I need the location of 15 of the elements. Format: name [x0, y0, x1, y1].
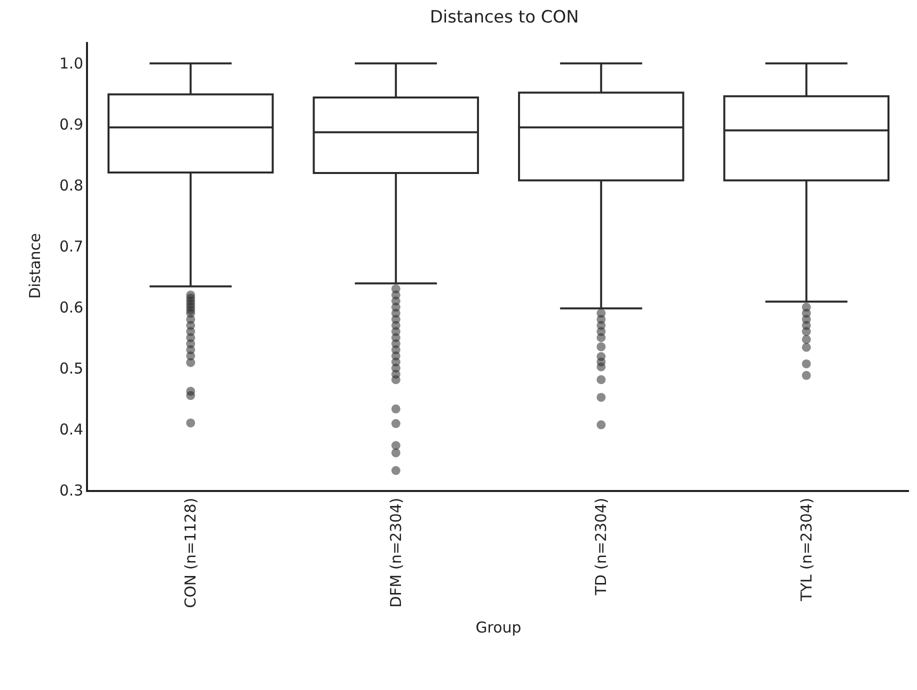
y-axis-title: Distance	[26, 233, 44, 299]
x-tick-label: DFM (n=2304)	[386, 498, 405, 608]
x-tick-label: TYL (n=2304)	[797, 498, 816, 602]
y-tick-label: 0.3	[59, 481, 84, 500]
y-tick-label: 0.6	[59, 298, 84, 316]
y-tick-label: 0.5	[59, 359, 84, 378]
y-tick-label: 0.9	[59, 116, 84, 134]
y-tick-label: 0.4	[59, 420, 84, 438]
x-tick-label: TD (n=2304)	[592, 498, 610, 596]
y-tick-label: 0.7	[59, 237, 84, 256]
chart-title: Distances to CON	[430, 7, 579, 28]
x-tick-label: CON (n=1128)	[182, 498, 200, 608]
y-tick-label: 0.8	[59, 176, 84, 194]
y-tick-label: 1.0	[59, 54, 84, 73]
x-axis-title: Group	[476, 618, 522, 636]
